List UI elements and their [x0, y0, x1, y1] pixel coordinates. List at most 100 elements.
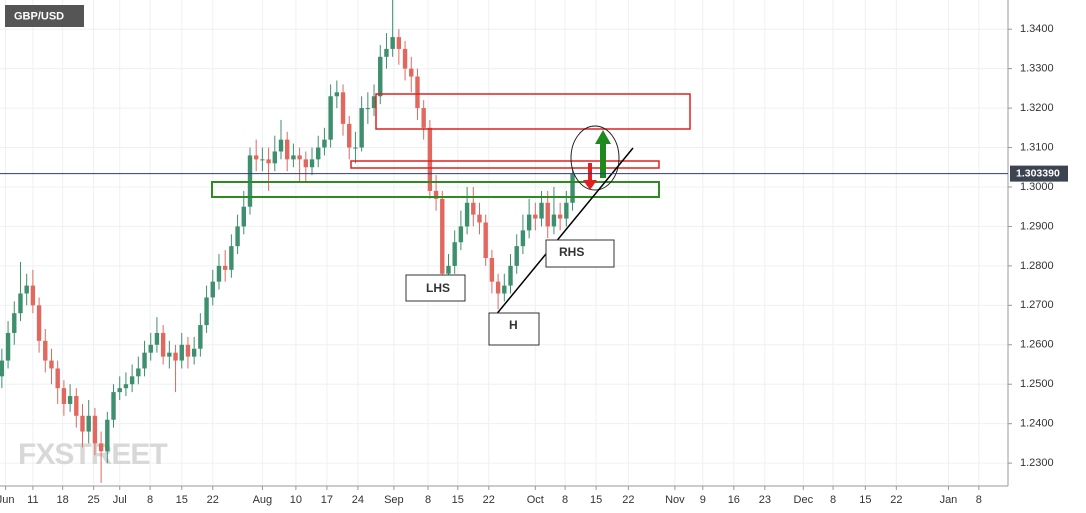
- candle-body: [415, 76, 420, 109]
- candle-body: [452, 242, 457, 266]
- annotation: RHS: [559, 245, 584, 259]
- x-tick-label: 11: [27, 494, 38, 506]
- x-tick-label: 9: [700, 494, 706, 506]
- candle-body: [123, 384, 129, 389]
- symbol-box: [5, 5, 84, 27]
- candle-body: [297, 155, 302, 160]
- down-arrow: [583, 163, 597, 190]
- candle-body: [502, 285, 507, 294]
- watermark: FXSTREET: [18, 438, 167, 471]
- y-tick-label: 1.2300: [1020, 457, 1054, 469]
- candle-body: [489, 257, 495, 282]
- x-tick-label: Aug: [253, 494, 273, 506]
- candle-body: [185, 344, 191, 357]
- candle-body: [43, 340, 48, 361]
- candle-body: [253, 155, 259, 160]
- candle-body: [539, 202, 544, 219]
- candle-body: [514, 246, 519, 266]
- x-tick-label: 10: [290, 494, 302, 506]
- candle-body: [260, 159, 265, 161]
- candle-body: [74, 396, 79, 416]
- x-tick-label: 15: [176, 494, 188, 506]
- y-tick-label: 1.2600: [1020, 339, 1054, 351]
- grid: [0, 0, 1008, 486]
- x-tick-label: 16: [728, 494, 740, 506]
- candle-body: [446, 265, 451, 274]
- x-tick-label: Jun: [0, 494, 14, 506]
- candle-body: [142, 352, 147, 369]
- chart-title: GBP/USD: [14, 10, 64, 22]
- x-tick-label: Oct: [527, 494, 544, 506]
- candle-body: [483, 222, 488, 258]
- candle-body: [191, 348, 197, 357]
- candle-body: [0, 360, 5, 377]
- candle-body: [402, 48, 408, 69]
- y-tick-label: 1.3300: [1020, 63, 1054, 75]
- x-tick-label: 22: [890, 494, 902, 506]
- candle-body: [533, 214, 538, 219]
- candle-body: [80, 415, 85, 432]
- candle-body: [98, 443, 104, 452]
- candle-body: [117, 388, 122, 393]
- candle-body: [5, 332, 11, 361]
- candle-body: [347, 123, 352, 148]
- x-tick-label: 8: [425, 494, 431, 506]
- candle-body: [526, 214, 532, 231]
- candle-body: [272, 151, 277, 164]
- candle-body: [136, 368, 141, 377]
- candle-body: [18, 293, 23, 314]
- candle-body: [303, 159, 309, 168]
- axes: 1.2300 1.2400 1.2500 1.2600 1.2700 1.2800 1.29…: [0, 23, 1068, 506]
- candle-body: [508, 265, 513, 286]
- drawings: [211, 93, 691, 346]
- candle-body: [173, 352, 178, 361]
- label-box: [545, 239, 615, 268]
- candle-body: [154, 332, 160, 345]
- candle-body: [129, 376, 135, 385]
- candle-body: [61, 388, 67, 404]
- candle-body: [86, 415, 91, 432]
- candle-body: [458, 226, 464, 243]
- candle-body: [557, 214, 563, 219]
- candle-body: [359, 108, 364, 148]
- x-tick-label: 8: [147, 494, 153, 506]
- x-tick-label: 8: [830, 494, 836, 506]
- candle-body: [148, 344, 153, 353]
- candle-body: [229, 246, 234, 270]
- candle-body: [409, 68, 414, 77]
- y-tick-label: 1.3000: [1020, 181, 1054, 193]
- x-tick-label: 24: [352, 494, 364, 506]
- candle-body: [55, 368, 60, 389]
- label-box: [488, 312, 540, 346]
- candle-body: [36, 305, 42, 341]
- candle-body: [160, 332, 166, 357]
- x-tick-label: 15: [590, 494, 602, 506]
- candle-body: [111, 392, 116, 420]
- candle-body: [378, 56, 383, 97]
- x-tick-label: Jul: [113, 494, 127, 506]
- candle-body: [564, 202, 569, 219]
- candle-body: [551, 214, 557, 227]
- candle-body: [216, 265, 222, 282]
- candle-body: [353, 147, 358, 149]
- candle-body: [495, 281, 501, 294]
- candle-body: [49, 360, 54, 369]
- candle-body: [390, 37, 395, 49]
- x-tick-label: 22: [483, 494, 495, 506]
- candle-body: [316, 147, 321, 160]
- candle-body: [433, 190, 439, 199]
- candle-body: [278, 139, 284, 152]
- candle-body: [427, 127, 433, 191]
- candle-body: [384, 48, 389, 57]
- candle-body: [235, 226, 240, 247]
- up-arrow: [595, 130, 611, 178]
- candle-body: [328, 96, 333, 140]
- candle-body: [222, 265, 228, 270]
- resistance-line-zone: [350, 160, 660, 169]
- candle-body: [464, 202, 470, 227]
- candle-body: [12, 313, 17, 333]
- x-tick-label: Nov: [665, 494, 685, 506]
- candle-body: [545, 202, 550, 227]
- candle-body: [210, 281, 215, 298]
- candle-body: [198, 325, 203, 349]
